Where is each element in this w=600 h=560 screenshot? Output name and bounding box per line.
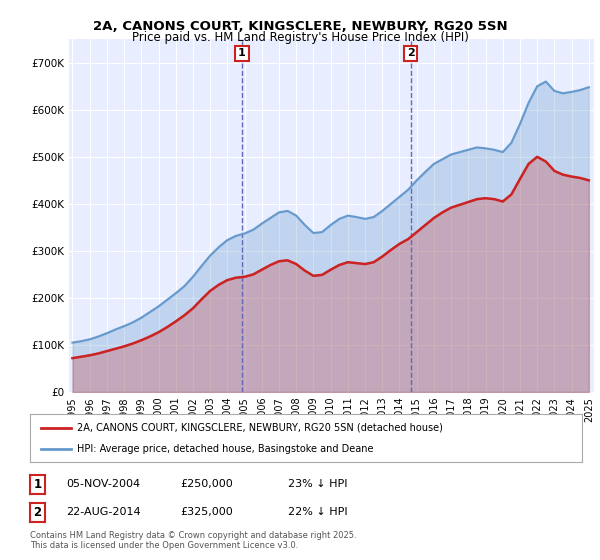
Text: 1: 1 [34,478,41,491]
Text: 2: 2 [407,48,415,58]
Text: 2A, CANONS COURT, KINGSCLERE, NEWBURY, RG20 5SN (detached house): 2A, CANONS COURT, KINGSCLERE, NEWBURY, R… [77,423,443,433]
Text: HPI: Average price, detached house, Basingstoke and Deane: HPI: Average price, detached house, Basi… [77,444,373,454]
Text: Contains HM Land Registry data © Crown copyright and database right 2025.
This d: Contains HM Land Registry data © Crown c… [30,530,356,550]
Text: 05-NOV-2004: 05-NOV-2004 [66,479,140,489]
Text: 2: 2 [34,506,41,519]
Text: £325,000: £325,000 [180,507,233,517]
Text: 23% ↓ HPI: 23% ↓ HPI [288,479,347,489]
Text: £250,000: £250,000 [180,479,233,489]
Text: 22-AUG-2014: 22-AUG-2014 [66,507,140,517]
Text: 2A, CANONS COURT, KINGSCLERE, NEWBURY, RG20 5SN: 2A, CANONS COURT, KINGSCLERE, NEWBURY, R… [92,20,508,32]
Text: 22% ↓ HPI: 22% ↓ HPI [288,507,347,517]
Text: 1: 1 [238,48,246,58]
Text: Price paid vs. HM Land Registry's House Price Index (HPI): Price paid vs. HM Land Registry's House … [131,31,469,44]
